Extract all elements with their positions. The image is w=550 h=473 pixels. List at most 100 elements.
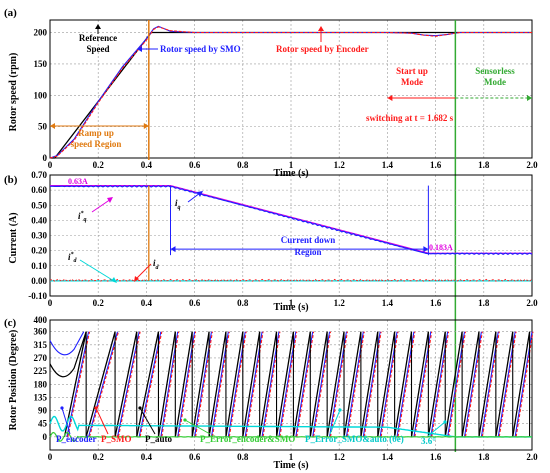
series-p-smo-ramp — [139, 331, 163, 437]
series-p-smo-ramp — [346, 331, 365, 437]
iq-star-label: i*q — [78, 210, 87, 223]
series-p-smo-ramp — [464, 331, 483, 437]
x-tick-label: 0.8 — [237, 452, 249, 462]
x-tick-label: 0.4 — [141, 452, 153, 462]
y-tick-label: 0.30 — [31, 231, 47, 241]
id-star-arrow-head — [111, 277, 117, 283]
p-auto-startup — [49, 331, 87, 378]
down-label-2: Region — [295, 247, 322, 257]
x-tick-label: 1.4 — [382, 160, 394, 170]
series-p-smo-ramp — [195, 331, 213, 437]
down-arrow-tail — [170, 246, 176, 253]
panel-b: (b) Current (A) Time (s) 0 0.2 0.4 0.6 0.8 1 1… — [4, 170, 538, 313]
p-err-enc-label: P_Error_encoder&SMO — [200, 434, 295, 444]
x-tick-label: 1.8 — [478, 452, 490, 462]
panel-c: (c) Rotor Position (Degree) Time (s) 0 0.… — [4, 315, 538, 471]
y-tick-label: 0.60 — [31, 185, 47, 195]
y-tick-label: 0.20 — [31, 246, 47, 256]
y-tick-label: 45 — [38, 419, 48, 429]
deg-label: 3.6° — [421, 436, 436, 446]
iq-arrow-head — [197, 191, 203, 197]
series-p-smo-ramp — [380, 331, 399, 437]
x-tick-label: 2.0 — [526, 452, 538, 462]
plot-frame — [49, 174, 533, 297]
p-encoder-label: P_encoder — [56, 434, 97, 444]
series-p-encoder-ramp — [88, 331, 119, 437]
y-tick-label: 100 — [34, 90, 48, 100]
series-p-auto-ramp — [326, 331, 345, 437]
y-tick-label: 0.40 — [31, 215, 47, 225]
series-p-smo-ramp — [228, 331, 247, 437]
series-p-smo-ramp — [498, 331, 517, 437]
series-p-smo-ramp — [262, 331, 281, 437]
x-tick-label: 0.4 — [141, 160, 153, 170]
series-p-smo-ramp — [431, 331, 450, 437]
x-tick-label: 1.6 — [430, 452, 442, 462]
series-p-smo-ramp — [481, 331, 500, 437]
iq-start-label: 0.63A — [68, 177, 88, 186]
panel-a-label: (a) — [4, 7, 17, 19]
x-tick-label: 1.8 — [478, 298, 490, 308]
panel-a-xlabel: Time (s) — [273, 168, 308, 179]
series-p-auto-ramp — [242, 331, 261, 437]
series-p-auto-ramp — [343, 331, 362, 437]
panel-b-xlabel: Time (s) — [273, 302, 308, 313]
ramp-arrow-tail — [50, 123, 55, 129]
x-tick-label: 1.2 — [334, 298, 346, 308]
encoder-arrow-head — [318, 26, 324, 31]
series-p-auto-ramp — [208, 331, 227, 437]
series-id — [49, 278, 533, 282]
y-tick-label: 50 — [38, 122, 48, 132]
y-tick-label: 0.00 — [31, 276, 47, 286]
id-label: id — [153, 258, 160, 271]
panel-b-label: (b) — [4, 174, 18, 186]
sensorless-arrow-head — [527, 95, 532, 101]
series-p-smo-ramp — [67, 331, 91, 437]
y-tick-label: 90 — [38, 406, 48, 416]
x-tick-label: 0.4 — [141, 298, 153, 308]
x-tick-label: 1 — [289, 160, 294, 170]
y-tick-label: 400 — [34, 315, 48, 325]
startup-label-2: Mode — [401, 77, 423, 87]
plot-frame — [49, 319, 533, 451]
series-p-auto-ramp — [478, 331, 497, 437]
series-p-smo-ramp — [178, 331, 197, 437]
series-encoder — [49, 26, 532, 159]
startup-label-1: Start up — [396, 66, 428, 76]
x-tick-label: 1.8 — [478, 160, 490, 170]
encoder-label: Rotor speed by Encoder — [276, 44, 369, 54]
panel-c-xlabel: Time (s) — [273, 460, 308, 471]
series-p-auto-ramp — [157, 331, 176, 437]
y-tick-label: 180 — [34, 379, 48, 389]
series-p-auto-ramp — [114, 331, 138, 437]
x-tick-label: 0.2 — [93, 452, 105, 462]
switching-label: switching at t = 1.682 s — [366, 113, 454, 123]
series-p-auto-ramp — [410, 331, 430, 437]
deg-callout-tip — [443, 420, 447, 424]
series-p-smo-ramp — [296, 331, 315, 437]
deg-callout — [427, 421, 446, 437]
series-p-smo-ramp — [397, 331, 416, 437]
series-p-smo-ramp — [117, 331, 141, 437]
series-p-auto-ramp — [393, 331, 413, 437]
series-p-error-encoder — [49, 431, 533, 442]
panel-b-ylabel: Current (A) — [8, 212, 19, 263]
p-err-enc-callout — [184, 419, 211, 435]
y-tick-label: 270 — [34, 353, 48, 363]
iq-star-arrow — [91, 198, 112, 213]
iq-label: iq — [175, 198, 181, 211]
reference-label-1: Reference — [79, 33, 117, 43]
x-tick-label: 1.2 — [334, 452, 346, 462]
p-err-auto-callout-tip — [338, 408, 342, 412]
series-p-smo-ramp — [279, 331, 298, 437]
series-p-auto-ramp — [427, 331, 446, 437]
x-tick-label: 1.6 — [430, 160, 442, 170]
series-p-auto-ramp — [136, 331, 160, 437]
p-encoder-callout-tip — [60, 406, 64, 410]
y-tick-label: 150 — [34, 59, 48, 69]
p-smo-label: P_SMO — [101, 434, 132, 444]
x-tick-label: 1.6 — [430, 298, 442, 308]
x-tick-label: 0.6 — [189, 452, 201, 462]
ramp-arrow-head — [143, 123, 149, 129]
